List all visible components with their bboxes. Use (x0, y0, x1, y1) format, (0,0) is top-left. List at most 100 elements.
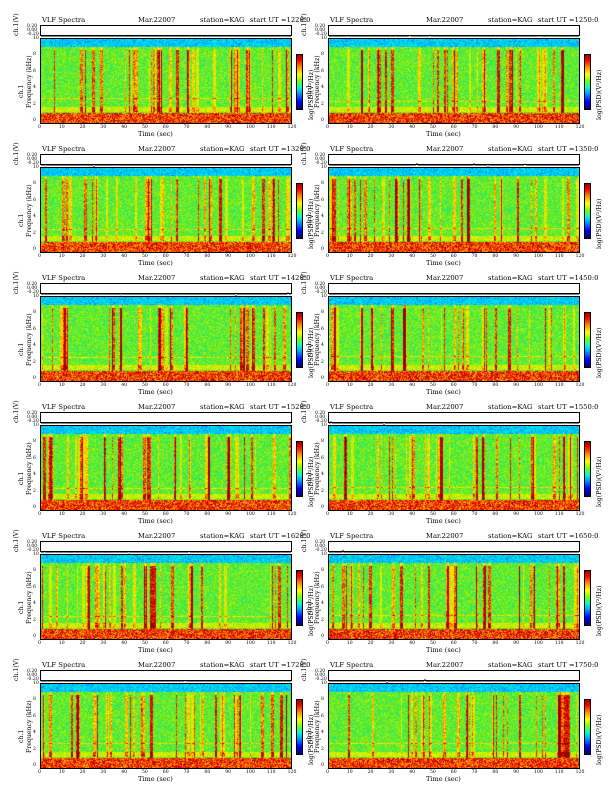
time-xtick-label: 10 (346, 512, 353, 517)
chart-title: VLF Spectra (330, 145, 374, 153)
station-label: station=KAG (488, 16, 533, 24)
time-xtick-label: 50 (142, 254, 148, 259)
start-time-label: start UT =1450:0 (538, 274, 599, 282)
time-xtick-label: 70 (471, 125, 478, 130)
timeseries-line (40, 422, 292, 425)
freq-ytick-label: 10 (321, 165, 327, 170)
timeseries-trace (40, 550, 292, 554)
time-xtick-label: 50 (142, 641, 148, 646)
ts-ytick-label: -0.20 (27, 290, 39, 295)
freq-ytick-label: 2 (33, 746, 36, 752)
time-xtick-label: 70 (183, 125, 190, 130)
timeseries-plot (40, 154, 292, 169)
time-xtick-label: 40 (121, 125, 128, 130)
station-label: station=KAG (488, 532, 533, 540)
freq-ytick-label: 0 (33, 634, 36, 639)
chart-title: VLF Spectra (42, 403, 86, 411)
time-xtick-label: 90 (225, 254, 232, 259)
time-xtick-label: 0 (326, 254, 329, 259)
freq-ytick-label: 6 (33, 68, 36, 74)
date-label: Mar.22007 (426, 145, 464, 153)
time-xlabel: Time (sec) (426, 517, 461, 525)
time-xtick-label: 10 (346, 383, 353, 388)
time-xlabel: Time (sec) (426, 259, 461, 267)
colorbar (296, 54, 303, 110)
channel-label: ch.1 (18, 600, 25, 614)
freq-ytick-label: 4 (321, 343, 324, 349)
date-label: Mar.22007 (426, 661, 464, 669)
time-xtick-label: 120 (287, 641, 297, 646)
freq-ylabel: Frequency (kHz) (26, 184, 33, 237)
time-xtick-label: 70 (183, 512, 190, 517)
time-xtick-label: 90 (513, 641, 520, 646)
freq-ytick-label: 8 (33, 568, 36, 574)
timeseries-plot (328, 412, 580, 428)
time-xtick-label: 110 (266, 770, 276, 775)
freq-ytick-label: 0 (321, 118, 324, 123)
time-xtick-label: 60 (450, 383, 457, 388)
time-xtick-label: 110 (554, 383, 564, 388)
time-xtick-label: 40 (409, 383, 416, 388)
freq-ytick-label: 10 (321, 552, 327, 557)
ts-ytick-label: 0.20 (315, 282, 326, 287)
time-xtick-label: 90 (513, 512, 520, 517)
date-label: Mar.22007 (138, 661, 176, 669)
time-xtick-label: 0 (38, 254, 41, 259)
time-xtick-label: 110 (266, 125, 276, 130)
ts-ytick-label: -0.20 (27, 32, 39, 37)
ts-ytick-label: -0.20 (27, 419, 39, 424)
channel-label: ch.1 (18, 342, 25, 356)
ts-ylabel: ch.1(V) (13, 271, 20, 294)
time-xtick-label: 90 (225, 512, 232, 517)
time-xtick-label: 100 (246, 512, 255, 517)
timeseries-line (328, 293, 580, 296)
date-label: Mar.22007 (426, 532, 464, 540)
time-xtick-label: 50 (142, 770, 148, 775)
colorbar-label: log(PSD)(V²/Hz) (596, 585, 603, 636)
time-xtick-label: 90 (513, 770, 520, 775)
timeseries-plot (328, 670, 580, 684)
ts-ytick-label: 0.00 (315, 28, 326, 33)
time-xtick-label: 90 (225, 383, 232, 388)
time-xtick-label: 40 (409, 770, 416, 775)
colorbar (584, 570, 591, 626)
freq-ytick-label: 4 (33, 343, 36, 349)
date-label: Mar.22007 (138, 403, 176, 411)
time-xtick-label: 110 (554, 125, 564, 130)
timeseries-plot (40, 412, 292, 425)
date-label: Mar.22007 (426, 403, 464, 411)
time-xtick-label: 70 (471, 383, 478, 388)
time-xtick-label: 90 (225, 641, 232, 646)
timeseries-line (328, 678, 579, 684)
time-xtick-label: 30 (388, 512, 395, 517)
time-xtick-label: 10 (346, 125, 353, 130)
time-xtick-label: 100 (246, 125, 255, 130)
channel-label: ch.1 (306, 729, 313, 743)
time-xlabel: Time (sec) (426, 646, 461, 654)
freq-ytick-label: 4 (321, 214, 324, 220)
ts-ylabel: ch.1(V) (13, 400, 20, 423)
ts-ytick-label: -0.20 (27, 677, 39, 682)
spectrogram-image (41, 426, 291, 510)
time-xtick-label: 10 (58, 512, 65, 517)
ts-ytick-label: 0.00 (27, 673, 38, 678)
spectrogram-plot (328, 425, 580, 511)
freq-ytick-label: 6 (33, 584, 36, 590)
time-xtick-label: 110 (266, 512, 276, 517)
time-xtick-label: 10 (58, 770, 65, 775)
freq-ytick-label: 6 (321, 197, 324, 203)
time-xtick-label: 120 (287, 383, 297, 388)
timeseries-trace (40, 35, 292, 38)
time-xtick-label: 60 (450, 770, 457, 775)
freq-ytick-label: 10 (33, 294, 39, 299)
time-xtick-label: 100 (534, 383, 543, 388)
freq-ytick-label: 8 (321, 52, 324, 58)
colorbar-label: log(PSD)(V²/Hz) (596, 456, 603, 507)
chart-title: VLF Spectra (42, 661, 86, 669)
time-xtick-label: 120 (575, 254, 585, 259)
ts-ytick-label: 0.00 (315, 544, 326, 549)
time-xtick-label: 10 (58, 641, 65, 646)
time-xtick-label: 30 (388, 383, 395, 388)
spectrogram-plot (328, 296, 580, 382)
ts-ytick-label: 0.00 (315, 157, 326, 162)
